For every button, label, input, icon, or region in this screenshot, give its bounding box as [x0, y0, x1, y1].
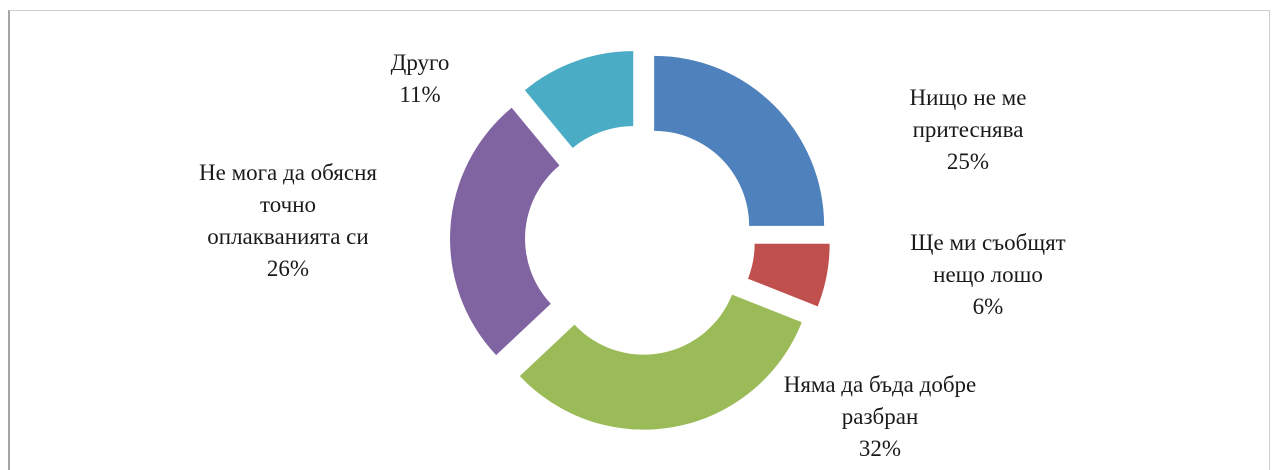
slice-label-4: Не мога да обясня точно оплакванията си 26% — [199, 160, 377, 281]
doughnut-slice-4 — [450, 107, 560, 356]
doughnut-slice-5 — [524, 51, 634, 148]
doughnut-slice-1 — [654, 55, 825, 226]
slice-percent: 25% — [947, 149, 989, 174]
slice-label-line: Ще ми съобщят — [910, 230, 1065, 255]
slice-label-line: Няма да бъда добре — [784, 372, 977, 397]
slice-percent: 32% — [859, 436, 901, 459]
slice-label-3: Няма да бъда добре разбран 32% — [784, 372, 977, 459]
doughnut-chart: Нищо не ме притеснява 25% Ще ми съобщят нещо… — [199, 50, 1066, 459]
slice-label-2: Ще ми съобщят нещо лошо 6% — [910, 230, 1065, 319]
slice-label-line: Не мога да обясня — [199, 160, 377, 185]
chart-slices — [450, 51, 830, 430]
doughnut-slice-2 — [747, 243, 830, 307]
slice-percent: 6% — [973, 294, 1004, 319]
slice-label-1: Нищо не ме притеснява 25% — [910, 85, 1027, 174]
slice-label-line: точно — [260, 192, 316, 217]
slice-label-5: Друго 11% — [391, 50, 450, 107]
slice-label-line: Друго — [391, 50, 450, 75]
doughnut-slice-3 — [519, 294, 802, 430]
slice-label-line: оплакванията си — [207, 224, 368, 249]
slice-percent: 26% — [267, 256, 309, 281]
chart-labels: Нищо не ме притеснява 25% Ще ми съобщят нещо… — [199, 50, 1066, 459]
slice-label-line: разбран — [842, 404, 919, 429]
slice-label-line: Нищо не ме — [910, 85, 1027, 110]
slice-label-line: нещо лошо — [933, 262, 1043, 287]
slice-label-line: притеснява — [913, 117, 1024, 142]
slice-percent: 11% — [399, 82, 440, 107]
chart-frame — [8, 10, 1270, 470]
